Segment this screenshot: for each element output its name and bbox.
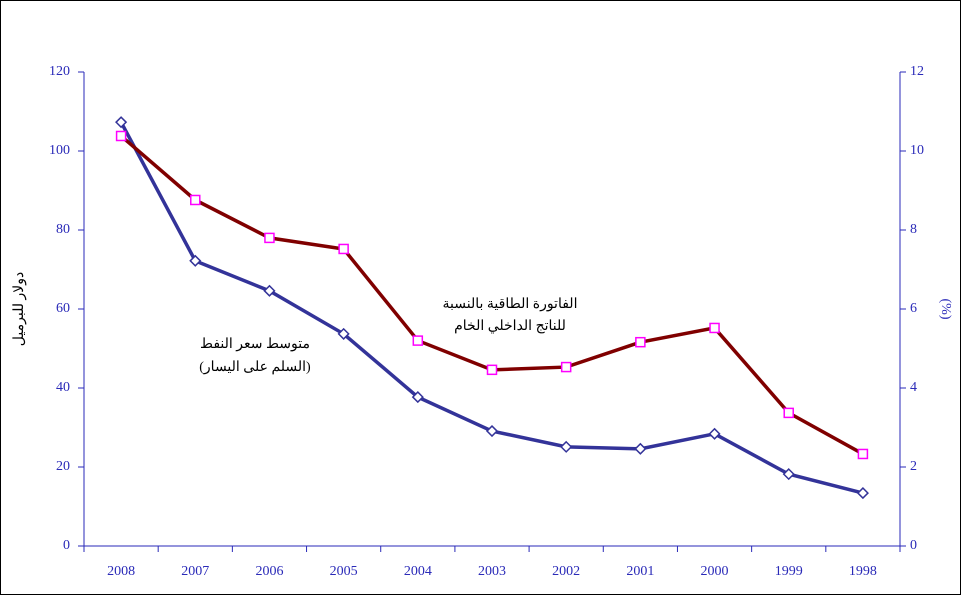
y-tick-label: 80: [56, 222, 70, 237]
marker: [709, 322, 720, 334]
marker: [783, 407, 794, 419]
y2-tick-label: 12: [910, 64, 924, 79]
marker: [115, 130, 127, 142]
x-tick-label: 2008: [107, 564, 135, 579]
marker: [634, 442, 647, 455]
x-tick-label: 1999: [775, 564, 803, 579]
x-tick-label: 2005: [330, 564, 358, 579]
marker: [708, 427, 721, 440]
marker: [486, 364, 498, 376]
marker: [115, 116, 128, 129]
x-tick-label: 2003: [478, 564, 506, 579]
annotation: الفاتورة الطاقية بالنسبة: [443, 297, 578, 312]
marker: [635, 336, 646, 348]
x-tick-label: 2001: [626, 564, 654, 579]
marker: [338, 243, 349, 255]
y2-tick-label: 0: [910, 538, 917, 553]
marker: [189, 254, 202, 267]
y-tick-label: 20: [56, 459, 70, 474]
marker: [782, 468, 795, 481]
y2-tick-label: 8: [910, 222, 917, 237]
y2-tick-label: 6: [910, 301, 917, 316]
annotation: (السلم على اليسار): [199, 360, 311, 375]
marker: [411, 391, 424, 404]
x-tick-label: 1998: [849, 564, 877, 579]
x-tick-label: 2000: [701, 564, 729, 579]
y-tick-label: 100: [49, 143, 70, 158]
y2-tick-label: 10: [910, 143, 924, 158]
marker: [856, 487, 869, 500]
y-tick-label: 120: [49, 64, 70, 79]
marker: [857, 448, 869, 460]
y2-tick-label: 4: [910, 380, 917, 395]
y-tick-label: 0: [63, 538, 70, 553]
y2-axis-label: (%): [938, 299, 953, 320]
marker: [337, 327, 350, 340]
marker: [560, 361, 572, 373]
y2-tick-label: 2: [910, 459, 917, 474]
marker: [263, 284, 276, 297]
marker: [560, 440, 573, 453]
annotation: للناتج الداخلي الخام: [454, 319, 566, 334]
x-tick-label: 2006: [255, 564, 283, 579]
x-tick-label: 2004: [404, 564, 432, 579]
marker: [264, 232, 275, 244]
y-axis-label: دولار للبرميل: [12, 272, 27, 346]
x-tick-label: 2007: [181, 564, 209, 579]
x-tick-label: 2002: [552, 564, 580, 579]
y-tick-label: 60: [56, 301, 70, 316]
y-tick-label: 40: [56, 380, 70, 395]
marker: [190, 194, 201, 206]
marker: [412, 335, 424, 346]
marker: [485, 424, 499, 438]
annotation: متوسط سعر النفط: [200, 337, 310, 352]
